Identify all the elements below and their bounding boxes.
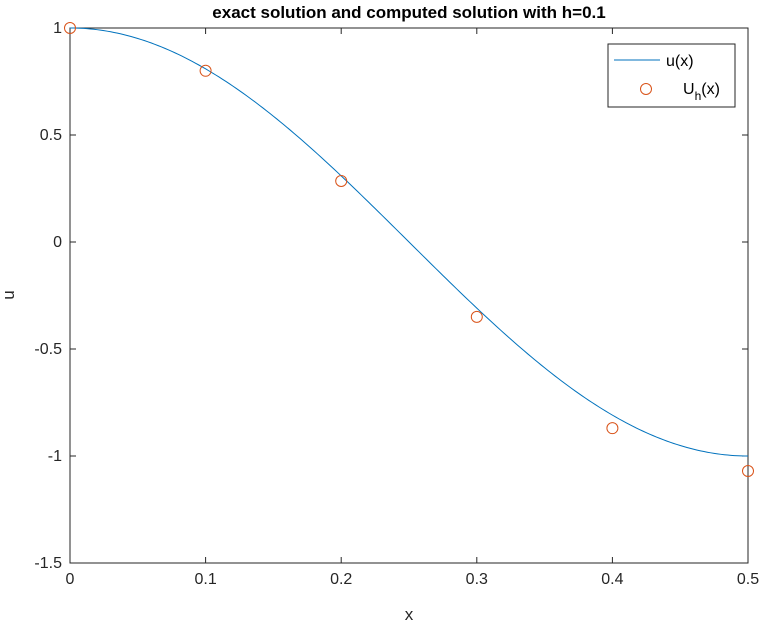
x-tick-label: 0.2 — [330, 571, 352, 588]
chart-title: exact solution and computed solution wit… — [212, 3, 605, 22]
series-markers-uh — [64, 22, 754, 477]
data-point-uh — [606, 422, 619, 435]
y-tick-label: -1 — [48, 448, 62, 465]
data-point-uh — [742, 464, 754, 477]
x-tick-label: 0.5 — [737, 571, 759, 588]
data-point-uh — [335, 175, 348, 188]
x-axis: 0 0.1 0.2 0.3 0.4 0.5 — [66, 28, 759, 588]
x-tick-label: 0.1 — [194, 571, 216, 588]
y-tick-label: -1.5 — [34, 555, 62, 572]
y-tick-label: 1 — [53, 20, 62, 37]
legend-label-uh-main: U — [683, 81, 695, 98]
series-line-u-x — [69, 27, 749, 457]
plot-area — [69, 27, 749, 564]
legend-label-u-x: u(x) — [666, 53, 694, 70]
legend-label-uh-sub: h — [695, 89, 702, 103]
data-point-uh — [470, 310, 483, 323]
y-tick-label: -0.5 — [34, 341, 62, 358]
legend-label-uh-tail: (x) — [701, 81, 720, 98]
legend-box — [607, 43, 736, 108]
y-tick-label: 0.5 — [40, 127, 62, 144]
data-point-uh — [64, 22, 76, 34]
legend: u(x) Uh(x) — [607, 43, 736, 108]
y-axis-label: u — [0, 290, 18, 299]
x-tick-label: 0.3 — [466, 571, 488, 588]
legend-label-uh: Uh(x) — [683, 81, 720, 103]
x-tick-label: 0.4 — [601, 571, 623, 588]
y-axis: -1.5 -1 -0.5 0 0.5 1 — [34, 20, 748, 572]
y-tick-label: 0 — [53, 234, 62, 251]
legend-marker-swatch — [640, 83, 652, 95]
data-point-uh — [199, 64, 212, 77]
x-tick-label: 0 — [66, 571, 75, 588]
x-axis-label: x — [405, 605, 414, 624]
